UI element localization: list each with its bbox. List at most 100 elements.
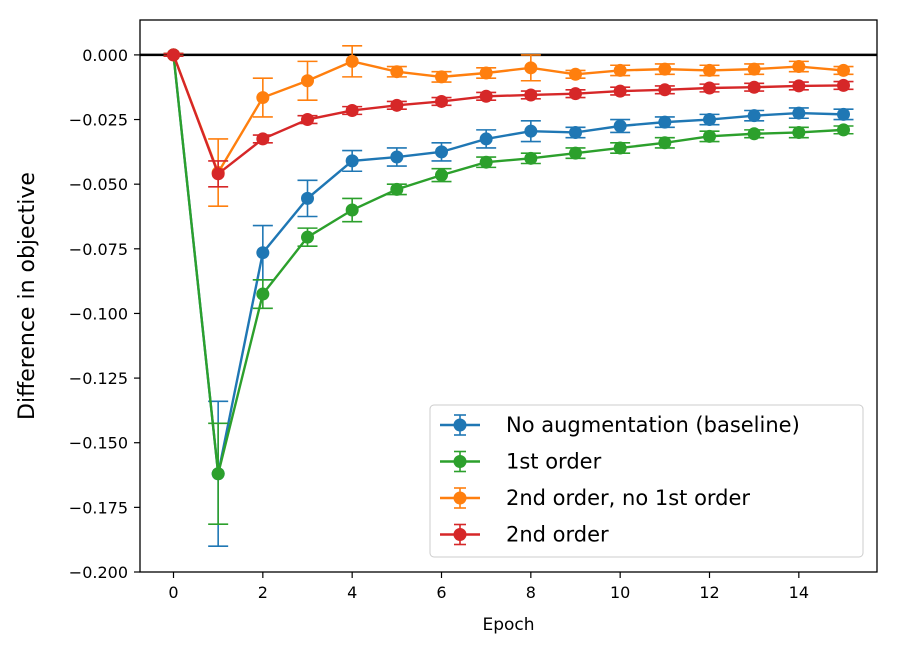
y-tick-label: −0.150: [69, 434, 128, 453]
data-point: [658, 136, 672, 150]
data-point: [435, 145, 448, 159]
data-point: [479, 132, 493, 146]
data-point: [479, 155, 493, 169]
data-point: [658, 115, 672, 129]
data-point: [658, 83, 672, 97]
x-tick-label: 8: [526, 583, 536, 602]
data-point: [435, 168, 448, 182]
x-tick-label: 6: [436, 583, 446, 602]
data-point: [390, 150, 404, 164]
x-tick-label: 4: [347, 583, 357, 602]
data-point: [390, 182, 404, 196]
y-tick-label: −0.100: [69, 304, 128, 323]
data-point: [301, 113, 314, 127]
data-point: [524, 88, 538, 102]
data-point: [747, 127, 761, 141]
data-point: [792, 79, 806, 93]
data-point: [658, 62, 672, 76]
data-point: [569, 146, 582, 160]
x-tick-label: 2: [258, 583, 268, 602]
data-point: [435, 94, 448, 108]
data-point: [345, 203, 359, 217]
series-group: [163, 48, 854, 547]
data-point: [703, 129, 716, 143]
data-point: [837, 78, 850, 92]
legend-handle-marker: [453, 528, 467, 541]
y-tick-label: −0.025: [69, 111, 128, 130]
legend-box: [429, 404, 864, 558]
data-point: [703, 63, 716, 77]
data-point: [256, 91, 270, 105]
y-tick-label: 0.000: [82, 46, 128, 65]
y-tick-label: −0.200: [69, 563, 128, 582]
data-point: [837, 107, 850, 121]
data-point: [345, 154, 359, 168]
data-point: [345, 103, 359, 117]
y-tick-label: −0.075: [69, 240, 128, 259]
series-layer: [163, 45, 854, 547]
x-tick-label: 12: [699, 583, 719, 602]
legend-label: 2nd order, no 1st order: [506, 486, 750, 510]
data-point: [301, 74, 314, 88]
legend-handle-marker: [453, 491, 467, 505]
data-point: [524, 61, 538, 75]
data-point: [301, 230, 314, 244]
data-point: [479, 66, 493, 80]
data-point: [524, 124, 538, 138]
y-tick-label: −0.050: [69, 175, 128, 194]
data-point: [479, 89, 493, 103]
legend-handle-marker: [453, 418, 467, 432]
legend-label: No augmentation (baseline): [506, 413, 800, 437]
axes-layer: [139, 19, 878, 573]
data-point: [792, 60, 806, 74]
data-point: [837, 123, 850, 137]
data-point: [792, 125, 806, 139]
data-point: [390, 98, 404, 112]
data-point: [613, 84, 627, 98]
data-point: [837, 63, 850, 77]
data-point: [792, 106, 806, 120]
data-point: [569, 67, 582, 81]
data-point: [613, 63, 627, 77]
series-line: [172, 54, 844, 475]
plot-frame: [139, 19, 878, 573]
x-tick-label: 0: [168, 583, 178, 602]
legend: No augmentation (baseline) 1st order 2nd o…: [429, 404, 864, 558]
data-point: [524, 151, 538, 165]
x-ticks: 0 2 4 6 8 10 12 14: [168, 572, 809, 602]
series-line: [172, 54, 844, 474]
data-point: [747, 109, 761, 123]
data-point: [211, 167, 225, 181]
y-axis-title: Difference in objective: [15, 172, 40, 420]
data-point: [256, 132, 270, 146]
legend-handle-marker: [453, 455, 467, 468]
data-point: [301, 191, 314, 205]
data-point: [256, 246, 270, 260]
data-point: [211, 467, 225, 481]
data-point: [390, 65, 404, 79]
data-point: [613, 119, 627, 133]
y-tick-label: −0.175: [69, 498, 128, 517]
data-point: [703, 113, 716, 127]
data-point: [345, 54, 359, 68]
legend-label: 1st order: [506, 450, 602, 474]
y-tick-label: −0.125: [69, 369, 128, 388]
data-point: [703, 81, 716, 95]
data-point: [167, 48, 180, 62]
data-point: [613, 141, 627, 155]
x-axis-title: Epoch: [482, 615, 534, 635]
data-point: [256, 287, 270, 301]
data-point: [747, 62, 761, 76]
data-point: [747, 80, 761, 94]
x-tick-label: 14: [789, 583, 809, 602]
data-point: [435, 70, 448, 84]
series-line: [172, 54, 844, 176]
legend-label: 2nd order: [506, 523, 609, 547]
data-point: [569, 87, 582, 101]
x-tick-label: 10: [610, 583, 630, 602]
y-ticks: 0.000 −0.025 −0.050 −0.075 −0.100 −0.125 −0.15…: [69, 46, 140, 582]
data-point: [569, 125, 582, 139]
series-group: [163, 48, 854, 525]
